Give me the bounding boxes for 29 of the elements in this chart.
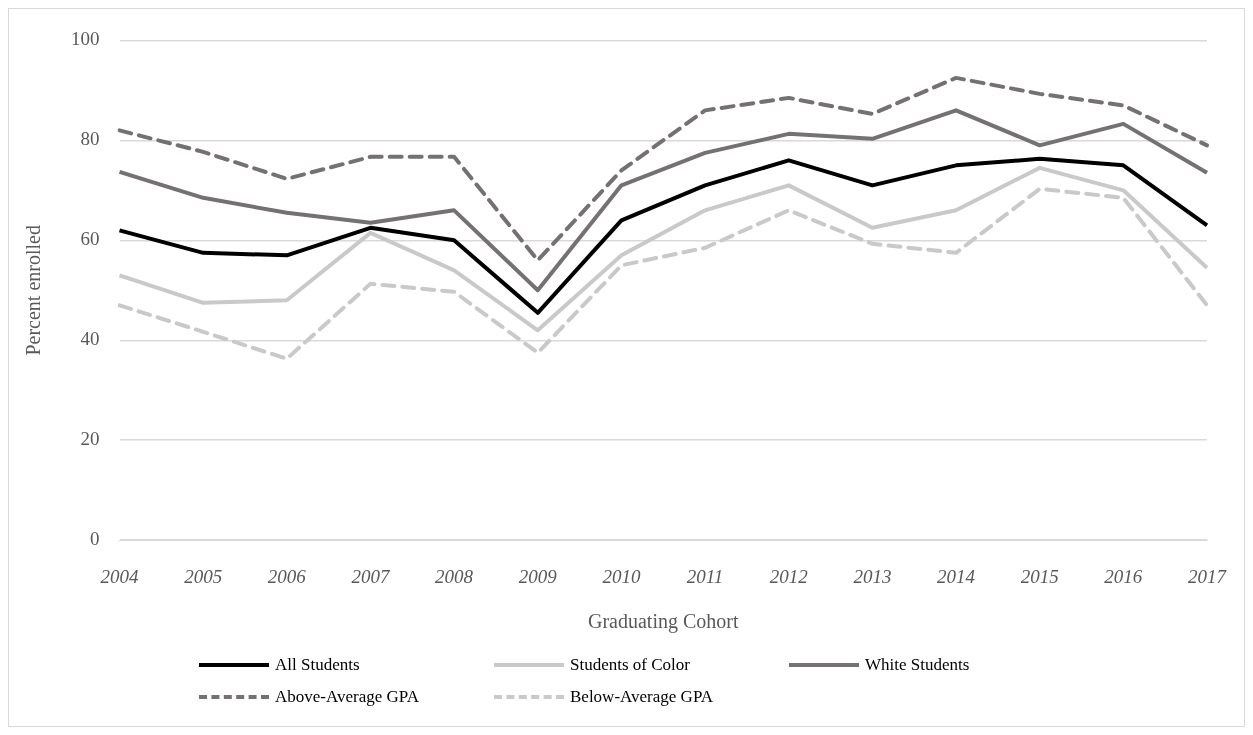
legend-label: Students of Color (570, 655, 690, 675)
line-series (117, 186, 1209, 361)
x-tick-label: 2012 (769, 565, 809, 587)
x-tick-label: 2015 (1020, 565, 1059, 587)
x-tick-label: 2007 (351, 565, 391, 587)
legend-label: White Students (865, 655, 970, 675)
legend-label: All Students (275, 655, 360, 675)
x-tick-label: 2005 (184, 565, 223, 587)
x-tick-label: 2013 (853, 565, 892, 587)
y-tick-label: 20 (80, 428, 100, 450)
x-tick-label: 2016 (1104, 565, 1143, 587)
y-tick-label: 80 (80, 128, 100, 150)
y-tick-label: 0 (90, 528, 100, 550)
x-tick-label: 2009 (518, 565, 558, 587)
legend-label: Above-Average GPA (275, 687, 419, 707)
x-tick-label: 2014 (937, 565, 976, 587)
x-tick-label: 2008 (435, 565, 474, 587)
y-tick-label: 100 (71, 28, 100, 50)
y-tick-label: 60 (80, 228, 100, 250)
x-tick-label: 2010 (602, 565, 641, 587)
x-tick-label: 2004 (100, 565, 139, 587)
legend-label: Below-Average GPA (570, 687, 714, 707)
y-tick-label: 40 (80, 328, 100, 350)
x-tick-label: 2017 (1188, 565, 1228, 587)
y-axis-title: Percent enrolled (22, 225, 45, 356)
x-tick-label: 2006 (267, 565, 307, 587)
x-tick-label: 2011 (686, 565, 724, 587)
x-axis-title: Graduating Cohort (587, 610, 739, 634)
line-series (117, 75, 1209, 263)
